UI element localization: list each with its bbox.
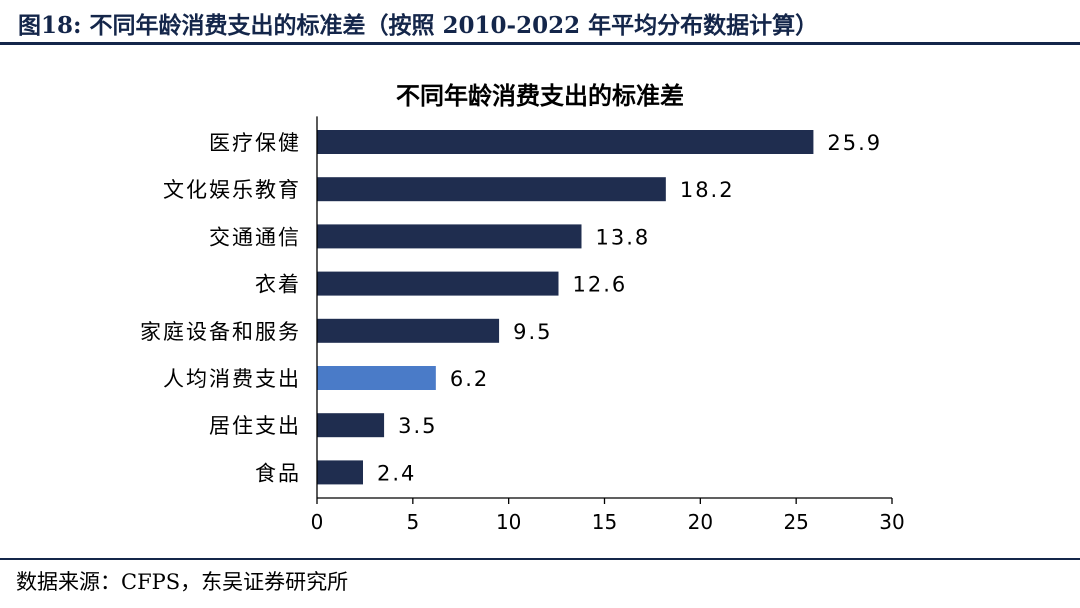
category-label: 居住支出 (209, 414, 301, 438)
category-label: 家庭设备和服务 (140, 320, 301, 344)
value-label: 13.8 (596, 225, 651, 249)
value-label: 18.2 (680, 178, 735, 202)
bar (317, 177, 666, 202)
x-tick-label: 30 (879, 510, 904, 534)
x-tick-label: 20 (688, 510, 713, 534)
bar-chart: 不同年龄消费支出的标准差 医疗保健 25.9 文化娱乐教育 18.2 交通通信 13.8 衣… (140, 82, 905, 534)
bars-layer: 医疗保健 25.9 文化娱乐教育 18.2 交通通信 13.8 衣着 12.6 家庭设备和服务 9… (140, 130, 882, 485)
bar (317, 224, 582, 249)
bar (317, 271, 559, 296)
category-label: 人均消费支出 (163, 367, 301, 391)
figure-caption: 图18: 不同年龄消费支出的标准差（按照 2010-2022 年平均分布数据计算… (18, 12, 819, 39)
figure-header: 图18: 不同年龄消费支出的标准差（按照 2010-2022 年平均分布数据计算… (0, 0, 1080, 46)
x-tick-label: 5 (406, 510, 419, 534)
x-tick-label: 15 (592, 510, 617, 534)
bar (317, 413, 385, 438)
x-axis: 0 5 10 15 20 25 30 (311, 116, 905, 534)
bar-highlight (317, 366, 436, 390)
category-label: 食品 (255, 461, 301, 485)
category-label: 交通通信 (209, 225, 301, 249)
chart-title: 不同年龄消费支出的标准差 (396, 82, 684, 110)
value-label: 2.4 (377, 461, 416, 485)
footer-rule (0, 558, 1080, 560)
x-tick-label: 10 (496, 510, 521, 534)
bar (317, 460, 363, 485)
x-tick-label: 25 (783, 510, 808, 534)
value-label: 12.6 (573, 273, 628, 297)
value-label: 25.9 (827, 131, 882, 155)
value-label: 6.2 (450, 367, 489, 391)
category-label: 文化娱乐教育 (163, 178, 301, 202)
category-label: 医疗保健 (209, 131, 301, 155)
category-label: 衣着 (255, 273, 301, 297)
x-tick-label: 0 (311, 510, 324, 534)
bar (317, 318, 500, 343)
header-rule (0, 42, 1080, 45)
bar (317, 130, 814, 154)
value-label: 3.5 (398, 414, 437, 438)
value-label: 9.5 (513, 320, 552, 344)
source-note: 数据来源：CFPS，东吴证券研究所 (16, 570, 349, 594)
